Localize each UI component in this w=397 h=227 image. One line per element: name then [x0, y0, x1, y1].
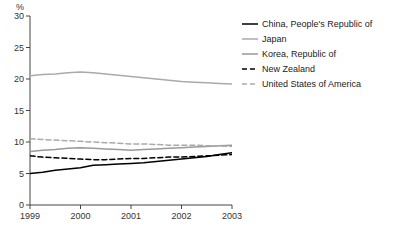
legend-label: Korea, Republic of: [262, 49, 337, 59]
legend-label: New Zealand: [262, 64, 315, 74]
series-line: [30, 139, 232, 147]
legend: China, People's Republic of Japan Korea, R…: [242, 19, 373, 89]
x-tick-label: 2000: [70, 211, 90, 221]
plot-area: [30, 72, 232, 173]
y-tick: [26, 79, 30, 80]
y-tick-label: 5: [19, 169, 24, 179]
y-tick-label: 30: [14, 11, 24, 21]
legend-swatch: [242, 53, 258, 55]
x-tick: [181, 205, 182, 209]
series-line: [30, 72, 232, 84]
series-line: [30, 155, 232, 160]
series-line: [30, 153, 232, 174]
y-tick-label: 15: [14, 106, 24, 116]
y-tick-label: 10: [14, 137, 24, 147]
y-tick: [26, 173, 30, 174]
y-tick-label: 0: [19, 200, 24, 210]
x-tick-label: 2001: [121, 211, 141, 221]
y-tick: [26, 110, 30, 111]
chart: 1999 2000 2001 2002 2003 0 5 10 15 20 25 30% China, …: [0, 0, 397, 227]
x-tick-label: 2002: [171, 211, 191, 221]
legend-swatch: [242, 68, 258, 70]
x-tick-label: 2003: [222, 211, 242, 221]
y-tick: [26, 16, 30, 17]
y-tick-label: 20: [14, 74, 24, 84]
legend-swatch: [242, 83, 258, 85]
x-tick: [232, 205, 233, 209]
legend-swatch: [242, 38, 258, 40]
x-tick-label: 1999: [20, 211, 40, 221]
x-tick: [30, 205, 31, 209]
legend-label: China, People's Republic of: [262, 19, 373, 29]
y-tick: [26, 47, 30, 48]
y-axis-label: %: [16, 2, 24, 12]
legend-swatch: [242, 23, 258, 25]
y-tick: [26, 142, 30, 143]
legend-label: United States of America: [262, 79, 361, 89]
x-tick: [131, 205, 132, 209]
y-tick-label: 25: [14, 43, 24, 53]
x-tick: [80, 205, 81, 209]
legend-label: Japan: [262, 34, 287, 44]
y-tick: [26, 205, 30, 206]
